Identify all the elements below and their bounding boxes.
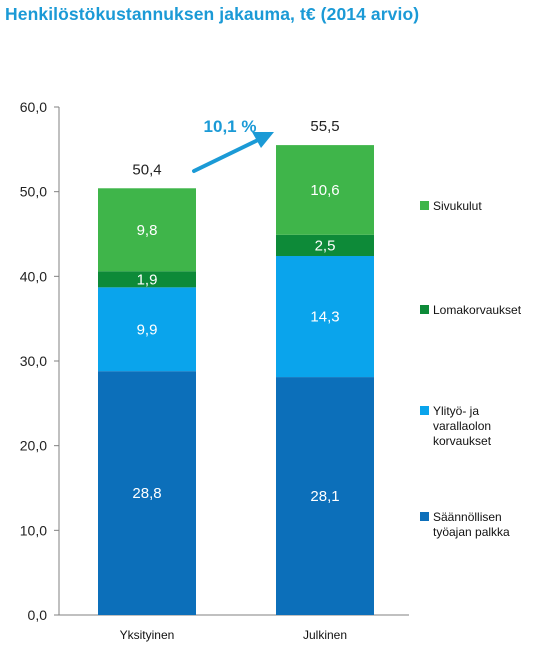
y-tick-label: 50,0 bbox=[20, 184, 47, 200]
legend-label: Säännöllisen bbox=[433, 510, 502, 524]
data-label: 9,9 bbox=[137, 321, 158, 338]
y-tick-label: 30,0 bbox=[20, 353, 47, 369]
legend-swatch bbox=[420, 512, 429, 521]
legend-label: työajan palkka bbox=[433, 525, 510, 539]
growth-arrow bbox=[192, 138, 260, 173]
x-tick-label: Yksityinen bbox=[120, 628, 175, 642]
growth-arrowhead bbox=[252, 132, 274, 148]
data-label: 1,9 bbox=[137, 271, 158, 288]
legend-label: Lomakorvaukset bbox=[433, 303, 522, 317]
y-tick-label: 60,0 bbox=[20, 99, 47, 115]
growth-label: 10,1 % bbox=[204, 117, 257, 136]
y-tick-label: 0,0 bbox=[28, 607, 48, 623]
data-label: 2,5 bbox=[315, 237, 336, 254]
bar-segment-yksityinen-1 bbox=[98, 371, 196, 615]
x-tick-label: Julkinen bbox=[303, 628, 347, 642]
y-tick-label: 20,0 bbox=[20, 438, 47, 454]
chart-title: Henkilöstökustannuksen jakauma, t€ (2014… bbox=[5, 4, 420, 24]
legend-label: varallaolon bbox=[433, 419, 491, 433]
bar-segment-yksityinen-3 bbox=[98, 271, 196, 288]
data-label: 14,3 bbox=[310, 309, 339, 326]
legend-swatch bbox=[420, 305, 429, 314]
legend-swatch bbox=[420, 201, 429, 210]
legend-label: Ylityö- ja bbox=[433, 404, 479, 418]
bar-segment-yksityinen-4 bbox=[98, 188, 196, 272]
y-tick-label: 10,0 bbox=[20, 522, 47, 538]
total-label: 50,4 bbox=[132, 161, 161, 178]
bar-segment-yksityinen-2 bbox=[98, 287, 196, 372]
data-label: 9,8 bbox=[137, 222, 158, 239]
legend-swatch bbox=[420, 406, 429, 415]
legend-label: Sivukulut bbox=[433, 199, 482, 213]
legend-label: korvaukset bbox=[433, 434, 492, 448]
bar-segment-julkinen-1 bbox=[276, 377, 374, 615]
data-label: 28,8 bbox=[132, 485, 161, 502]
data-label: 10,6 bbox=[310, 182, 339, 199]
bar-segment-julkinen-2 bbox=[276, 256, 374, 378]
bar-segment-julkinen-3 bbox=[276, 234, 374, 257]
y-tick-label: 40,0 bbox=[20, 268, 47, 284]
total-label: 55,5 bbox=[310, 118, 339, 135]
bar-segment-julkinen-4 bbox=[276, 145, 374, 235]
data-label: 28,1 bbox=[310, 488, 339, 505]
